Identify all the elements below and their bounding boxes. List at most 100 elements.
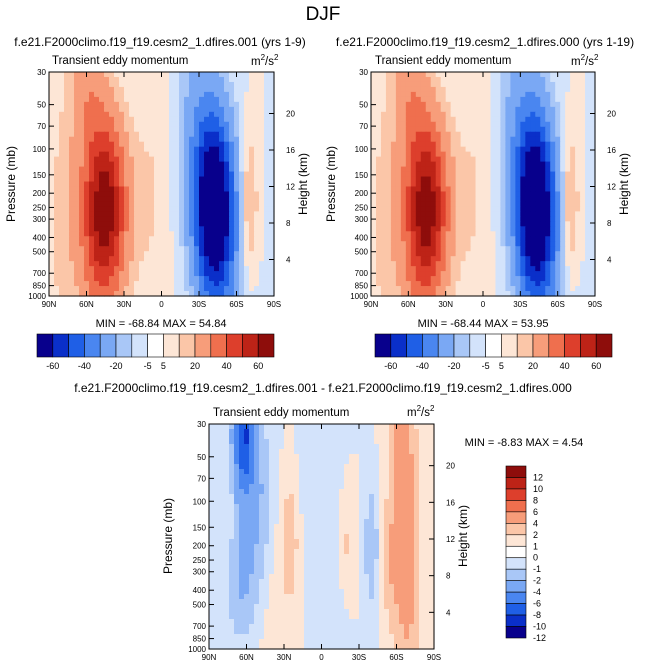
field-cell <box>485 86 492 93</box>
field-cell <box>515 226 521 232</box>
field-cell <box>184 196 190 203</box>
field-cell <box>465 236 472 242</box>
field-cell <box>89 286 95 292</box>
field-cell <box>420 166 427 173</box>
field-cell <box>164 116 170 123</box>
field-cell <box>375 291 382 297</box>
field-cell <box>410 121 417 128</box>
field-cell <box>435 236 442 242</box>
field-cell <box>199 261 205 267</box>
field-cell <box>74 131 80 138</box>
field-cell <box>470 216 477 222</box>
field-cell <box>239 226 245 232</box>
field-cell <box>134 76 140 83</box>
field-cell <box>59 246 65 252</box>
field-cell <box>229 221 235 227</box>
field-cell <box>495 146 502 153</box>
field-cell <box>415 131 422 138</box>
field-cell <box>234 86 240 93</box>
field-cell <box>194 121 200 128</box>
field-cell <box>460 131 467 138</box>
field-cell <box>374 444 380 450</box>
field-cell <box>134 116 140 123</box>
field-cell <box>580 146 586 153</box>
field-cell <box>455 166 462 173</box>
field-cell <box>49 206 55 212</box>
field-cell <box>279 439 285 445</box>
field-cell <box>249 434 255 440</box>
field-cell <box>99 246 105 252</box>
field-cell <box>385 226 392 232</box>
field-cell <box>560 146 566 153</box>
field-cell <box>64 106 70 113</box>
field-cell <box>570 136 576 143</box>
field-cell <box>570 176 576 183</box>
field-cell <box>59 111 65 118</box>
field-cell <box>54 276 60 282</box>
field-cell <box>405 216 412 222</box>
field-cell <box>124 261 130 267</box>
field-cell <box>545 201 551 207</box>
field-cell <box>244 256 250 262</box>
field-cell <box>309 494 315 500</box>
field-cell <box>154 206 160 212</box>
field-cell <box>294 424 300 430</box>
field-cell <box>124 121 130 128</box>
field-cell <box>134 246 140 252</box>
field-cell <box>94 126 100 133</box>
field-cell <box>580 96 586 103</box>
field-cell <box>209 231 215 237</box>
field-cell <box>440 211 447 217</box>
field-cell <box>254 231 260 237</box>
field-cell <box>495 256 502 262</box>
field-cell <box>525 136 531 143</box>
field-cell <box>560 196 566 203</box>
field-cell <box>414 449 420 455</box>
field-cell <box>470 191 477 198</box>
field-cell <box>174 256 180 262</box>
field-cell <box>279 449 285 455</box>
field-cell <box>114 231 120 237</box>
field-cell <box>64 206 70 212</box>
field-cell <box>565 241 571 247</box>
field-cell <box>134 211 140 217</box>
field-cell <box>139 76 145 83</box>
field-cell <box>430 281 437 287</box>
field-cell <box>475 266 482 272</box>
field-cell <box>304 474 310 480</box>
field-cell <box>380 91 387 98</box>
panel-2: f.e21.F2000climo.f19_f19.cesm2_1.dfires.… <box>324 35 634 371</box>
field-cell <box>455 201 462 207</box>
field-cell <box>425 96 432 103</box>
field-cell <box>450 116 457 123</box>
field-cell <box>550 196 556 203</box>
field-cell <box>500 181 506 188</box>
field-cell <box>324 474 330 480</box>
field-cell <box>535 211 541 217</box>
field-cell <box>420 72 427 78</box>
field-cell <box>84 286 90 292</box>
field-cell <box>319 489 325 495</box>
field-cell <box>480 236 487 242</box>
field-cell <box>84 126 90 133</box>
field-cell <box>134 196 140 203</box>
field-cell <box>570 86 576 93</box>
field-cell <box>575 216 581 222</box>
field-cell <box>139 116 145 123</box>
field-cell <box>550 106 556 113</box>
field-cell <box>234 271 240 277</box>
field-cell <box>555 81 561 88</box>
field-cell <box>59 271 65 277</box>
field-cell <box>480 161 487 168</box>
field-cell <box>435 291 442 297</box>
field-cell <box>510 206 516 212</box>
field-cell <box>465 141 472 148</box>
field-cell <box>475 186 482 193</box>
field-cell <box>505 246 511 252</box>
field-cell <box>224 121 230 128</box>
field-cell <box>184 106 190 113</box>
field-cell <box>149 251 155 257</box>
field-cell <box>179 261 185 267</box>
field-cell <box>371 291 377 297</box>
field-cell <box>540 191 546 198</box>
